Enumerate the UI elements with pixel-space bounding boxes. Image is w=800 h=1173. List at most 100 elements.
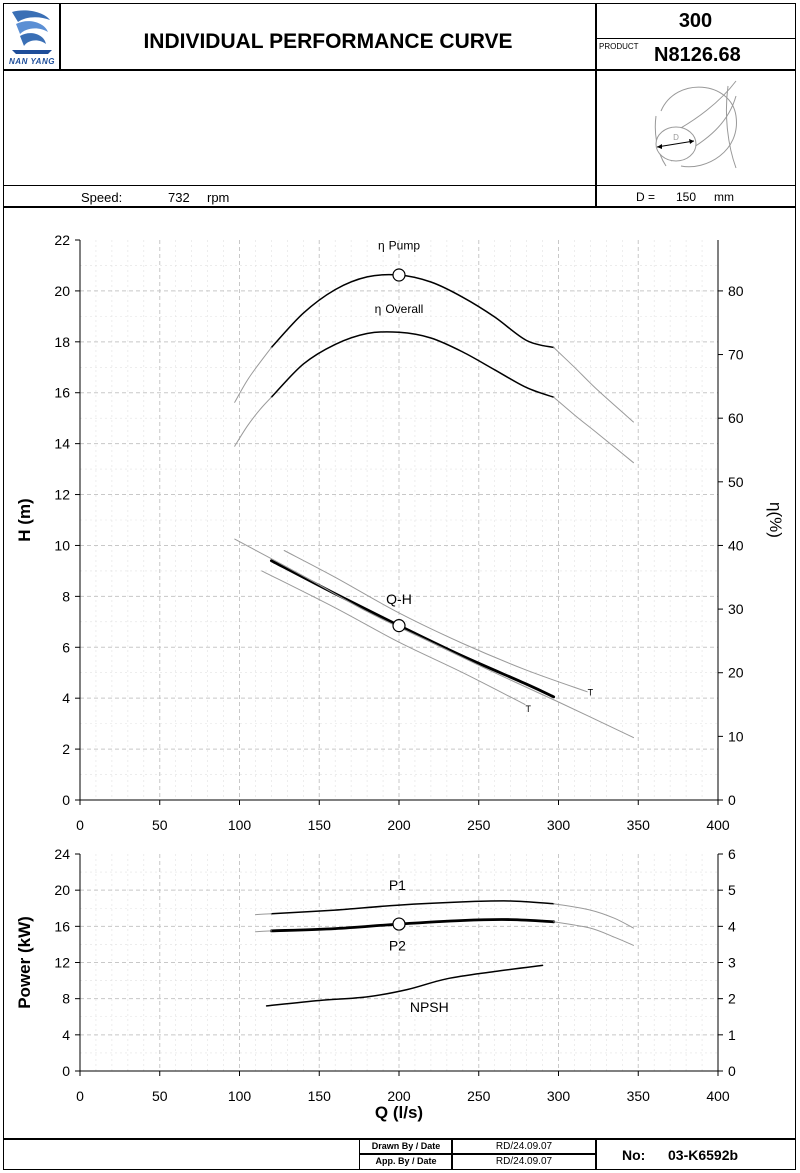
upper-label-overall: η Overall	[375, 302, 424, 316]
lower-series-p2	[270, 918, 556, 933]
lower-duty-point-marker	[392, 917, 406, 931]
lower-label-npsh: NPSH	[410, 999, 449, 1015]
lower-y2-tick-label: 5	[728, 882, 736, 898]
lower-x-tick-label: 300	[547, 1088, 571, 1104]
upper-y-tick-label: 20	[54, 283, 70, 299]
title-box: INDIVIDUAL PERFORMANCE CURVE	[59, 3, 597, 71]
upper-y-tick-label: 0	[62, 792, 70, 808]
diameter-value: 150	[676, 190, 697, 204]
upper-label-pump: η Pump	[378, 239, 420, 253]
upper-y-tick-label: 6	[62, 639, 70, 655]
lower-x-tick-label: 400	[706, 1088, 730, 1104]
upper-y-tick-label: 16	[54, 385, 70, 401]
lower-series-ext-4	[255, 930, 272, 933]
upper-y-tick-label: 12	[54, 487, 70, 503]
lower-y-tick-label: 4	[62, 1027, 70, 1043]
lower-x-tick-label: 0	[76, 1088, 84, 1104]
upper-y2-tick-label: 20	[728, 665, 744, 681]
drawn-value-cell: RD/24.09.07	[451, 1138, 597, 1155]
drawn-label-cell: Drawn By / Date	[359, 1138, 453, 1155]
upper-series-ext-5	[553, 396, 634, 464]
lower-y2-tick-label: 0	[728, 1063, 736, 1079]
lower-label-p2: P2	[389, 938, 406, 954]
speed-value: 732	[168, 190, 190, 205]
product-box: 300 PRODUCT N8126.68	[595, 3, 796, 71]
logo-icon	[12, 10, 52, 54]
lower-y2-tick-label: 6	[728, 846, 736, 862]
lower-x-tick-label: 350	[627, 1088, 651, 1104]
upper-y-tick-label: 22	[54, 232, 70, 248]
upper-y2-tick-label: 70	[728, 347, 744, 363]
upper-y-tick-label: 2	[62, 741, 70, 757]
upper-duty-point-marker	[392, 268, 406, 282]
upper-y2-tick-label: 60	[728, 410, 744, 426]
upper-series-overall	[270, 331, 555, 398]
lower-x-tick-label: 200	[387, 1088, 411, 1104]
lower-y2-tick-label: 4	[728, 918, 736, 934]
page-title: INDIVIDUAL PERFORMANCE CURVE	[143, 30, 513, 53]
lower-series-npsh	[265, 964, 544, 1007]
model-number: 300	[678, 10, 713, 32]
diameter-label: D =	[636, 190, 656, 204]
upper-x-tick-label: 50	[152, 817, 168, 833]
number-cell: No: 03-K6592b	[595, 1138, 796, 1170]
lower-x-tick-label: 100	[228, 1088, 252, 1104]
upper-x-tick-label: 250	[467, 817, 491, 833]
logo-box: NAN YANG	[3, 3, 61, 71]
upper-x-tick-label: 100	[228, 817, 252, 833]
lower-series-ext-2	[553, 903, 634, 929]
lower-x-axis-title: Q (l/s)	[375, 1103, 423, 1122]
upper-y-tick-label: 10	[54, 537, 70, 553]
spec-box: Speed: 732 rpm	[3, 69, 597, 208]
lower-y2-tick-label: 3	[728, 955, 736, 971]
upper-x-tick-label: 300	[547, 817, 571, 833]
lower-y-tick-label: 8	[62, 991, 70, 1007]
upper-series-ext-4	[234, 396, 272, 447]
logo-text: NAN YANG	[9, 57, 55, 66]
impeller-icon: D	[654, 80, 737, 169]
upper-series-thin-7	[234, 538, 634, 739]
upper-y2-tick-label: 10	[728, 728, 744, 744]
upper-y-axis-title: H (m)	[15, 498, 34, 541]
upper-y2-tick-label: 30	[728, 601, 744, 617]
approved-value-cell: RD/24.09.07	[451, 1153, 597, 1170]
lower-y-axis-title: Power (kW)	[15, 916, 34, 1009]
lower-y-tick-label: 0	[62, 1063, 70, 1079]
drawn-label: Drawn By / Date	[371, 1141, 441, 1151]
lower-series-p1	[270, 900, 555, 915]
product-label: PRODUCT	[599, 42, 639, 51]
number-label: No:	[622, 1147, 646, 1163]
drawn-value: RD/24.09.07	[495, 1141, 553, 1152]
number-value: 03-K6592b	[668, 1147, 739, 1163]
lower-y-tick-label: 24	[54, 846, 70, 862]
upper-series-pump	[270, 273, 555, 349]
upper-label-q-h: Q-H	[386, 591, 412, 607]
upper-x-tick-label: 400	[706, 817, 730, 833]
upper-y-tick-label: 14	[54, 436, 70, 452]
lower-y-tick-label: 20	[54, 882, 70, 898]
lower-y2-tick-label: 1	[728, 1027, 736, 1043]
upper-series-thin-9	[261, 570, 526, 705]
upper-y-tick-label: 4	[62, 690, 70, 706]
lower-y2-tick-label: 2	[728, 991, 736, 1007]
upper-y-tick-label: 18	[54, 334, 70, 350]
upper-label-t: T	[525, 704, 531, 714]
lower-y-tick-label: 16	[54, 918, 70, 934]
lower-y-tick-label: 12	[54, 955, 70, 971]
lower-x-tick-label: 150	[308, 1088, 332, 1104]
approved-label-cell: App. By / Date	[359, 1153, 453, 1170]
lower-x-tick-label: 250	[467, 1088, 491, 1104]
approved-value: RD/24.09.07	[495, 1156, 553, 1167]
upper-x-tick-label: 200	[387, 817, 411, 833]
speed-unit: rpm	[207, 190, 230, 205]
impeller-box: D D = 150 mm	[595, 69, 796, 208]
speed-label: Speed:	[81, 190, 123, 205]
upper-y-tick-label: 8	[62, 588, 70, 604]
upper-y2-tick-label: 80	[728, 283, 744, 299]
lower-label-p1: P1	[389, 877, 406, 893]
chart-frame	[3, 206, 796, 1140]
upper-label-t: T	[588, 688, 594, 698]
lower-series-ext-5	[553, 921, 634, 946]
upper-y2-tick-label: 0	[728, 792, 736, 808]
